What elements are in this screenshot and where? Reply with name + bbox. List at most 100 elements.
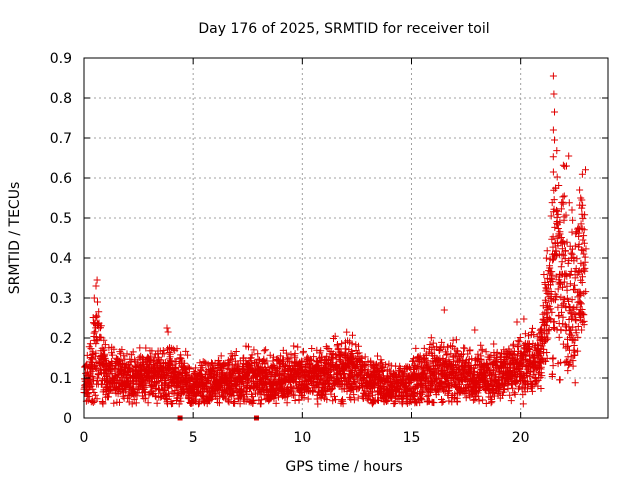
data-point	[551, 253, 559, 261]
data-point	[160, 350, 168, 358]
data-point	[438, 399, 446, 406]
data-point	[548, 308, 556, 316]
data-point	[332, 396, 339, 404]
data-point	[101, 354, 109, 362]
data-point	[355, 342, 362, 350]
data-point	[113, 378, 121, 386]
data-point	[471, 367, 479, 375]
data-point	[94, 298, 101, 306]
data-point	[551, 136, 558, 144]
data-point	[477, 341, 485, 349]
data-point	[559, 340, 567, 348]
data-point	[578, 196, 586, 204]
data-point	[85, 343, 93, 351]
data-point	[579, 246, 587, 254]
data-point	[574, 333, 582, 341]
data-point	[472, 361, 480, 369]
data-point	[176, 394, 184, 402]
chart-title: Day 176 of 2025, SRMTID for receiver toi…	[198, 21, 489, 37]
data-point	[92, 282, 100, 290]
data-point	[582, 245, 590, 253]
data-point	[573, 255, 581, 263]
data-point	[347, 395, 355, 403]
data-point	[374, 352, 381, 360]
data-point	[579, 236, 587, 244]
data-point	[257, 396, 265, 404]
data-point	[507, 349, 515, 357]
data-point	[391, 370, 399, 378]
data-point	[580, 232, 588, 240]
data-point	[545, 326, 553, 333]
data-point	[557, 205, 565, 213]
data-point	[132, 363, 140, 371]
data-point	[569, 305, 577, 313]
data-point	[573, 303, 581, 311]
data-point	[391, 400, 399, 407]
y-tick-label: 0.4	[50, 251, 72, 267]
data-point	[182, 347, 190, 355]
data-point	[291, 350, 299, 358]
data-point	[247, 354, 255, 362]
y-axis-label: SRMTID / TECUs	[7, 182, 23, 295]
data-point	[580, 239, 588, 247]
data-point	[236, 400, 244, 408]
data-point	[570, 342, 578, 349]
data-point	[282, 349, 290, 357]
data-point	[542, 321, 550, 329]
data-point	[278, 360, 286, 368]
data-point	[576, 186, 584, 194]
data-point	[580, 266, 588, 274]
data-point	[348, 340, 356, 348]
data-point	[580, 311, 588, 319]
data-point	[123, 350, 131, 358]
data-point	[469, 396, 477, 404]
data-point	[87, 372, 95, 380]
data-point	[475, 397, 483, 405]
data-point	[350, 396, 358, 404]
data-point	[553, 292, 561, 300]
y-tick-label: 0.5	[50, 211, 72, 227]
data-point	[561, 247, 569, 255]
data-point	[169, 400, 177, 407]
data-point	[559, 283, 566, 291]
data-point	[580, 289, 588, 297]
data-point	[132, 390, 140, 398]
data-point	[554, 285, 562, 293]
data-point	[550, 196, 558, 204]
data-point	[440, 306, 448, 314]
data-point	[328, 385, 336, 393]
data-point	[540, 345, 548, 353]
x-tick-label: 0	[80, 430, 89, 446]
data-point	[83, 351, 91, 359]
data-point	[569, 335, 577, 343]
data-point	[540, 271, 548, 278]
plot-area-frame	[83, 57, 609, 419]
data-point	[418, 390, 426, 398]
data-point	[92, 312, 100, 320]
data-point	[543, 247, 551, 255]
data-point	[549, 278, 557, 286]
data-point	[339, 400, 347, 408]
data-point	[212, 389, 220, 397]
x-tick-labels: 0 5 10 15 20	[80, 430, 530, 446]
data-point	[436, 344, 444, 352]
data-point	[564, 342, 572, 350]
data-point	[579, 201, 587, 209]
data-point	[92, 349, 100, 357]
data-point	[556, 230, 564, 238]
data-point	[557, 263, 565, 271]
data-point	[224, 397, 232, 405]
data-point	[572, 329, 580, 337]
data-point	[556, 376, 564, 384]
data-point	[579, 273, 586, 281]
data-point	[525, 341, 533, 348]
data-point	[361, 353, 369, 361]
data-point	[369, 388, 377, 396]
data-point	[272, 399, 280, 407]
data-point	[142, 394, 150, 402]
data-point	[493, 348, 501, 356]
data-point	[355, 349, 363, 357]
data-point	[337, 356, 345, 364]
data-point	[575, 240, 583, 248]
data-point	[423, 362, 431, 370]
